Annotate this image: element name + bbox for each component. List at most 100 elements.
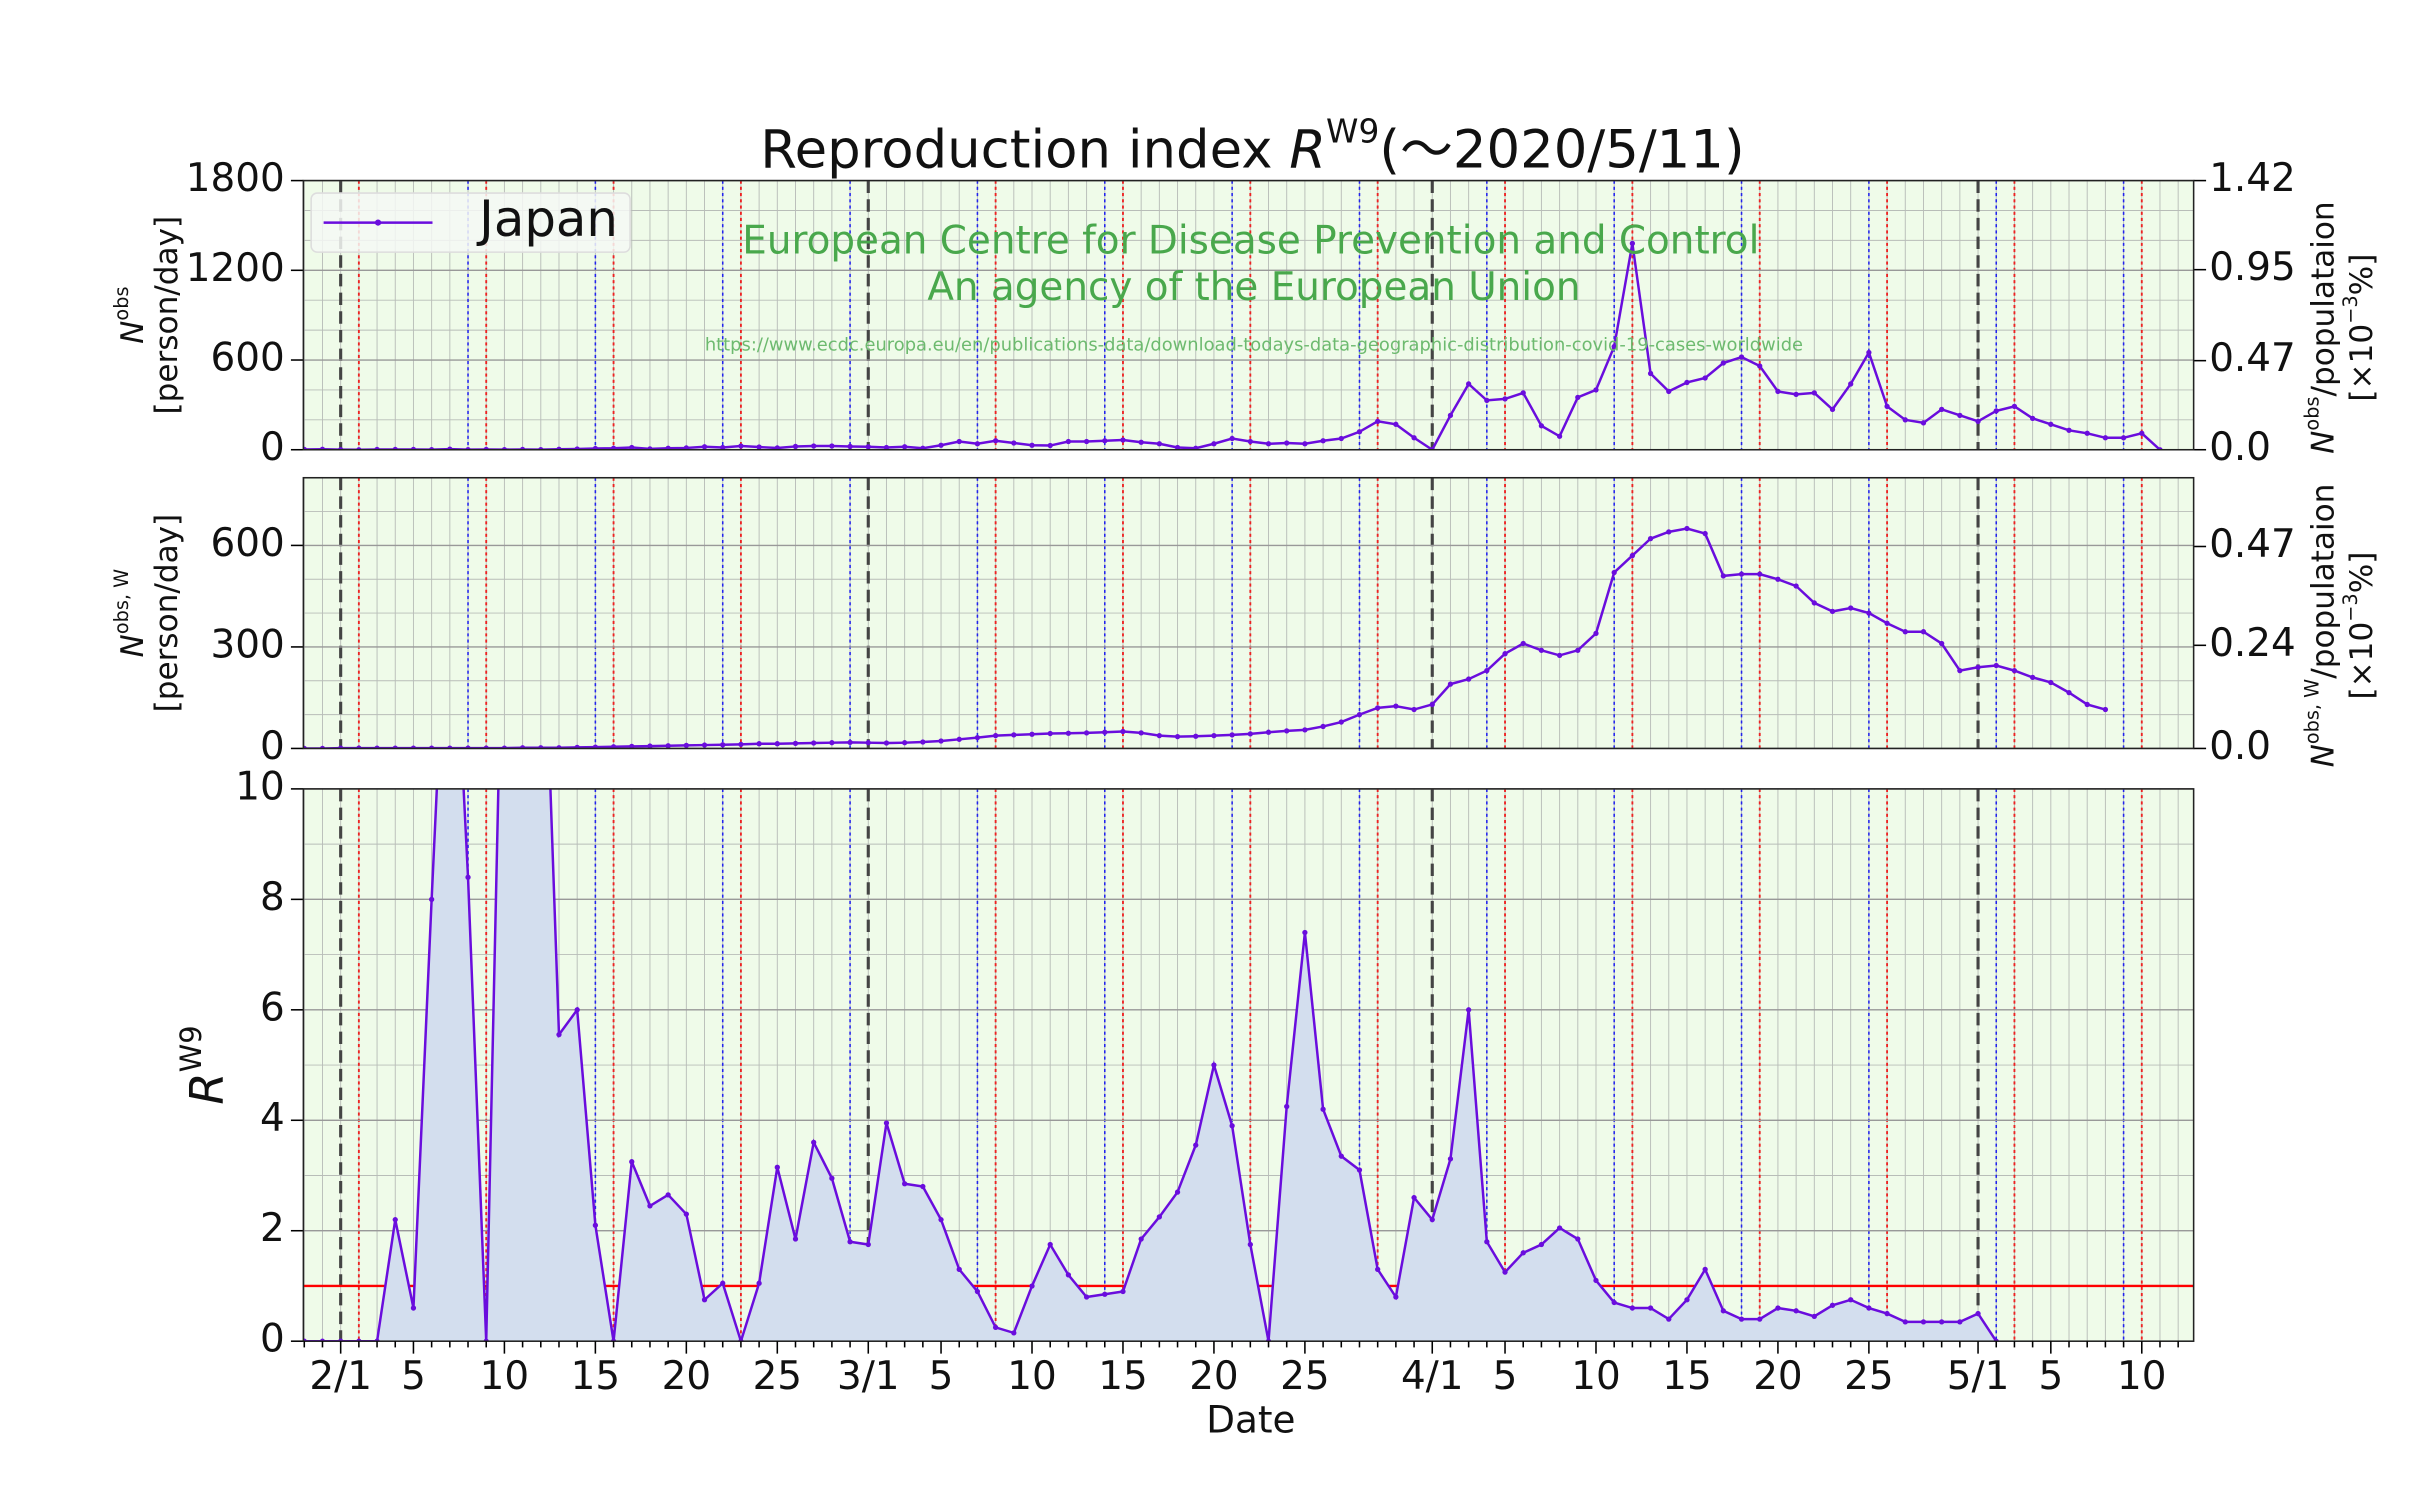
data-point [1993,408,1999,414]
data-point [720,1280,726,1286]
chart-title: Reproduction index RW9(～2020/5/11) [760,113,1744,181]
y2-tick-label: 0.95 [2209,245,2296,290]
y-tick-label: 4 [260,1096,285,1141]
x-tick-label: 10 [1571,1354,1620,1399]
data-point [1866,349,1872,356]
data-point [1975,664,1981,670]
data-point [1102,438,1108,444]
data-point [1102,1291,1108,1297]
data-point [1156,1214,1163,1220]
y2-tick-label: 1.42 [2209,156,2296,201]
data-point [556,745,562,749]
data-point [1939,1319,1945,1325]
data-point [1884,403,1890,410]
data-point [1775,576,1781,582]
data-point [1502,651,1508,657]
data-point [811,1139,817,1146]
data-point [2102,435,2109,441]
data-point [1502,396,1508,402]
data-point [1393,703,1399,709]
data-point [392,1217,398,1223]
data-point [1265,441,1272,447]
data-point [956,438,962,445]
data-point [1356,429,1363,435]
data-point [1484,667,1490,674]
y-axis-label-part: R [181,1072,235,1104]
y-tick-label: 600 [211,521,285,566]
data-point [1120,1288,1126,1295]
data-point [1484,397,1490,404]
data-point [1556,1225,1563,1231]
y2-axis-unit-part: −3 [2339,593,2362,621]
x-axis-label: Date [1206,1398,1295,1442]
data-point [738,443,744,449]
data-point [811,443,817,449]
data-point [1975,418,1981,424]
data-point [1775,1305,1781,1311]
data-point [556,1032,562,1038]
x-tick-label: 25 [1280,1354,1329,1399]
data-point [629,444,635,450]
data-point [683,742,689,749]
y-axis-unit: [person/day] [149,216,185,415]
data-point [883,1120,890,1126]
data-point [738,741,744,748]
x-tick-label: 10 [480,1354,529,1399]
chart-title-part: R [1289,119,1326,180]
y-tick-label: 2 [260,1206,285,1251]
data-point [938,738,944,744]
data-point [701,1297,708,1303]
x-tick-label: 10 [1007,1354,1056,1399]
data-point [829,443,835,449]
data-point [647,743,653,749]
data-point [1975,1310,1981,1317]
data-point [774,1164,780,1170]
data-point [1556,652,1563,659]
legend-marker [374,219,382,226]
data-point [2084,430,2090,436]
data-point [1720,360,1726,366]
data-point [1793,583,1799,589]
data-point [1211,732,1217,739]
data-point [720,742,726,748]
y2-axis-label-part: N [2305,744,2341,767]
data-point [428,896,435,902]
data-point [1211,441,1217,447]
data-point [1629,1305,1636,1311]
y2-axis-label-part: /populataion [2305,201,2341,396]
data-point [1211,1062,1217,1068]
data-point [1957,1319,1963,1325]
data-point [902,444,908,450]
area-fill [304,788,1997,1342]
y-tick-label: 0 [260,1317,285,1362]
data-point [1811,390,1817,396]
data-point [1375,1266,1381,1273]
data-point [1520,640,1526,647]
data-point [1684,525,1690,532]
data-point [1684,379,1690,386]
data-point [1375,705,1381,711]
data-point [465,874,471,880]
data-point [1320,1106,1326,1112]
data-point [1611,1299,1617,1306]
data-point [592,744,599,749]
data-point [1120,437,1126,443]
data-point [974,1288,981,1295]
data-point [1920,420,1927,426]
data-point [1738,354,1745,360]
data-point [1647,1305,1654,1311]
data-point [902,1181,908,1187]
data-point [1884,620,1890,626]
data-point [1047,442,1053,449]
data-point [1738,1316,1745,1322]
data-point [1247,731,1253,737]
data-point [1957,412,1963,418]
y-tick-label: 6 [260,985,285,1030]
data-point [1520,1250,1526,1256]
y2-axis-unit: [×10−3%] [2339,552,2380,700]
data-point [1848,605,1854,611]
y-axis-label: Nobs, W [110,569,151,658]
y-axis-label-part: W9 [174,1025,208,1072]
data-point [447,446,453,450]
data-point [1447,1156,1454,1162]
